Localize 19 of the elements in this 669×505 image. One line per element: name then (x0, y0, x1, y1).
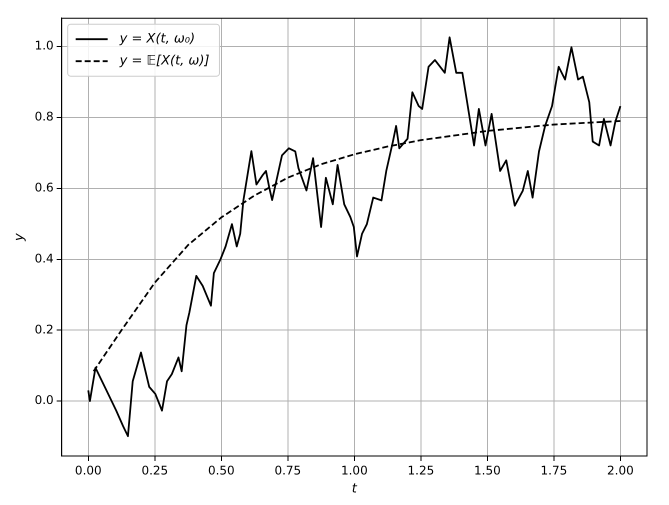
y-tick-label: 0.6 (34, 180, 54, 194)
x-axis-title: t (352, 482, 358, 497)
y-tick-label: 1.0 (34, 38, 54, 53)
x-tick-label: 1.25 (407, 463, 434, 478)
x-tick-label: 0.75 (274, 463, 302, 478)
x-tick-label: 2.00 (607, 463, 634, 478)
y-tick-label: 0.4 (34, 251, 54, 266)
legend-label: y = X(t, ω₀) (118, 32, 196, 47)
y-axis-title: y (12, 232, 28, 242)
y-tick-label: 0.0 (34, 393, 54, 408)
y-tick-label: 0.8 (34, 110, 54, 124)
legend-label: y = 𝔼[X(t, ω)] (118, 54, 210, 69)
x-tick-label: 0.50 (208, 463, 235, 478)
x-tick-label: 1.00 (340, 463, 368, 478)
x-tick-label: 1.75 (540, 463, 568, 478)
y-tick-label: 0.2 (34, 322, 54, 336)
x-tick-label: 1.50 (474, 463, 501, 478)
x-tick-label: 0.00 (74, 463, 102, 478)
x-tick-label: 0.25 (141, 463, 168, 478)
